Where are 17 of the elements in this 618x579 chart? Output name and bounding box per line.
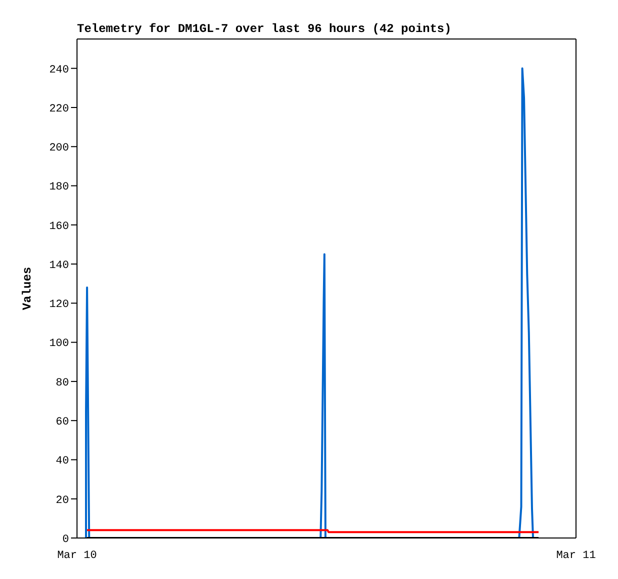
y-tick-label: 0	[62, 534, 69, 546]
y-tick-label: 120	[49, 299, 69, 312]
y-tick-label: 80	[56, 377, 69, 390]
y-tick-label: 60	[56, 416, 69, 428]
y-tick-label: 180	[49, 182, 69, 194]
y-tick-label: 200	[49, 142, 69, 155]
y-axis-title: Values	[20, 266, 34, 310]
y-tick-label: 240	[49, 64, 69, 76]
y-tick-label: 40	[56, 456, 69, 468]
y-tick-label: 220	[49, 103, 69, 116]
x-tick-label: Mar 11	[556, 550, 596, 562]
x-tick-label: Mar 10	[57, 550, 97, 562]
chart-title: Telemetry for DM1GL-7 over last 96 hours (42 points)	[77, 22, 452, 36]
y-tick-label: 160	[49, 220, 69, 233]
y-tick-label: 20	[56, 494, 69, 507]
y-tick-label: 100	[49, 338, 69, 350]
y-tick-label: 140	[49, 260, 69, 272]
